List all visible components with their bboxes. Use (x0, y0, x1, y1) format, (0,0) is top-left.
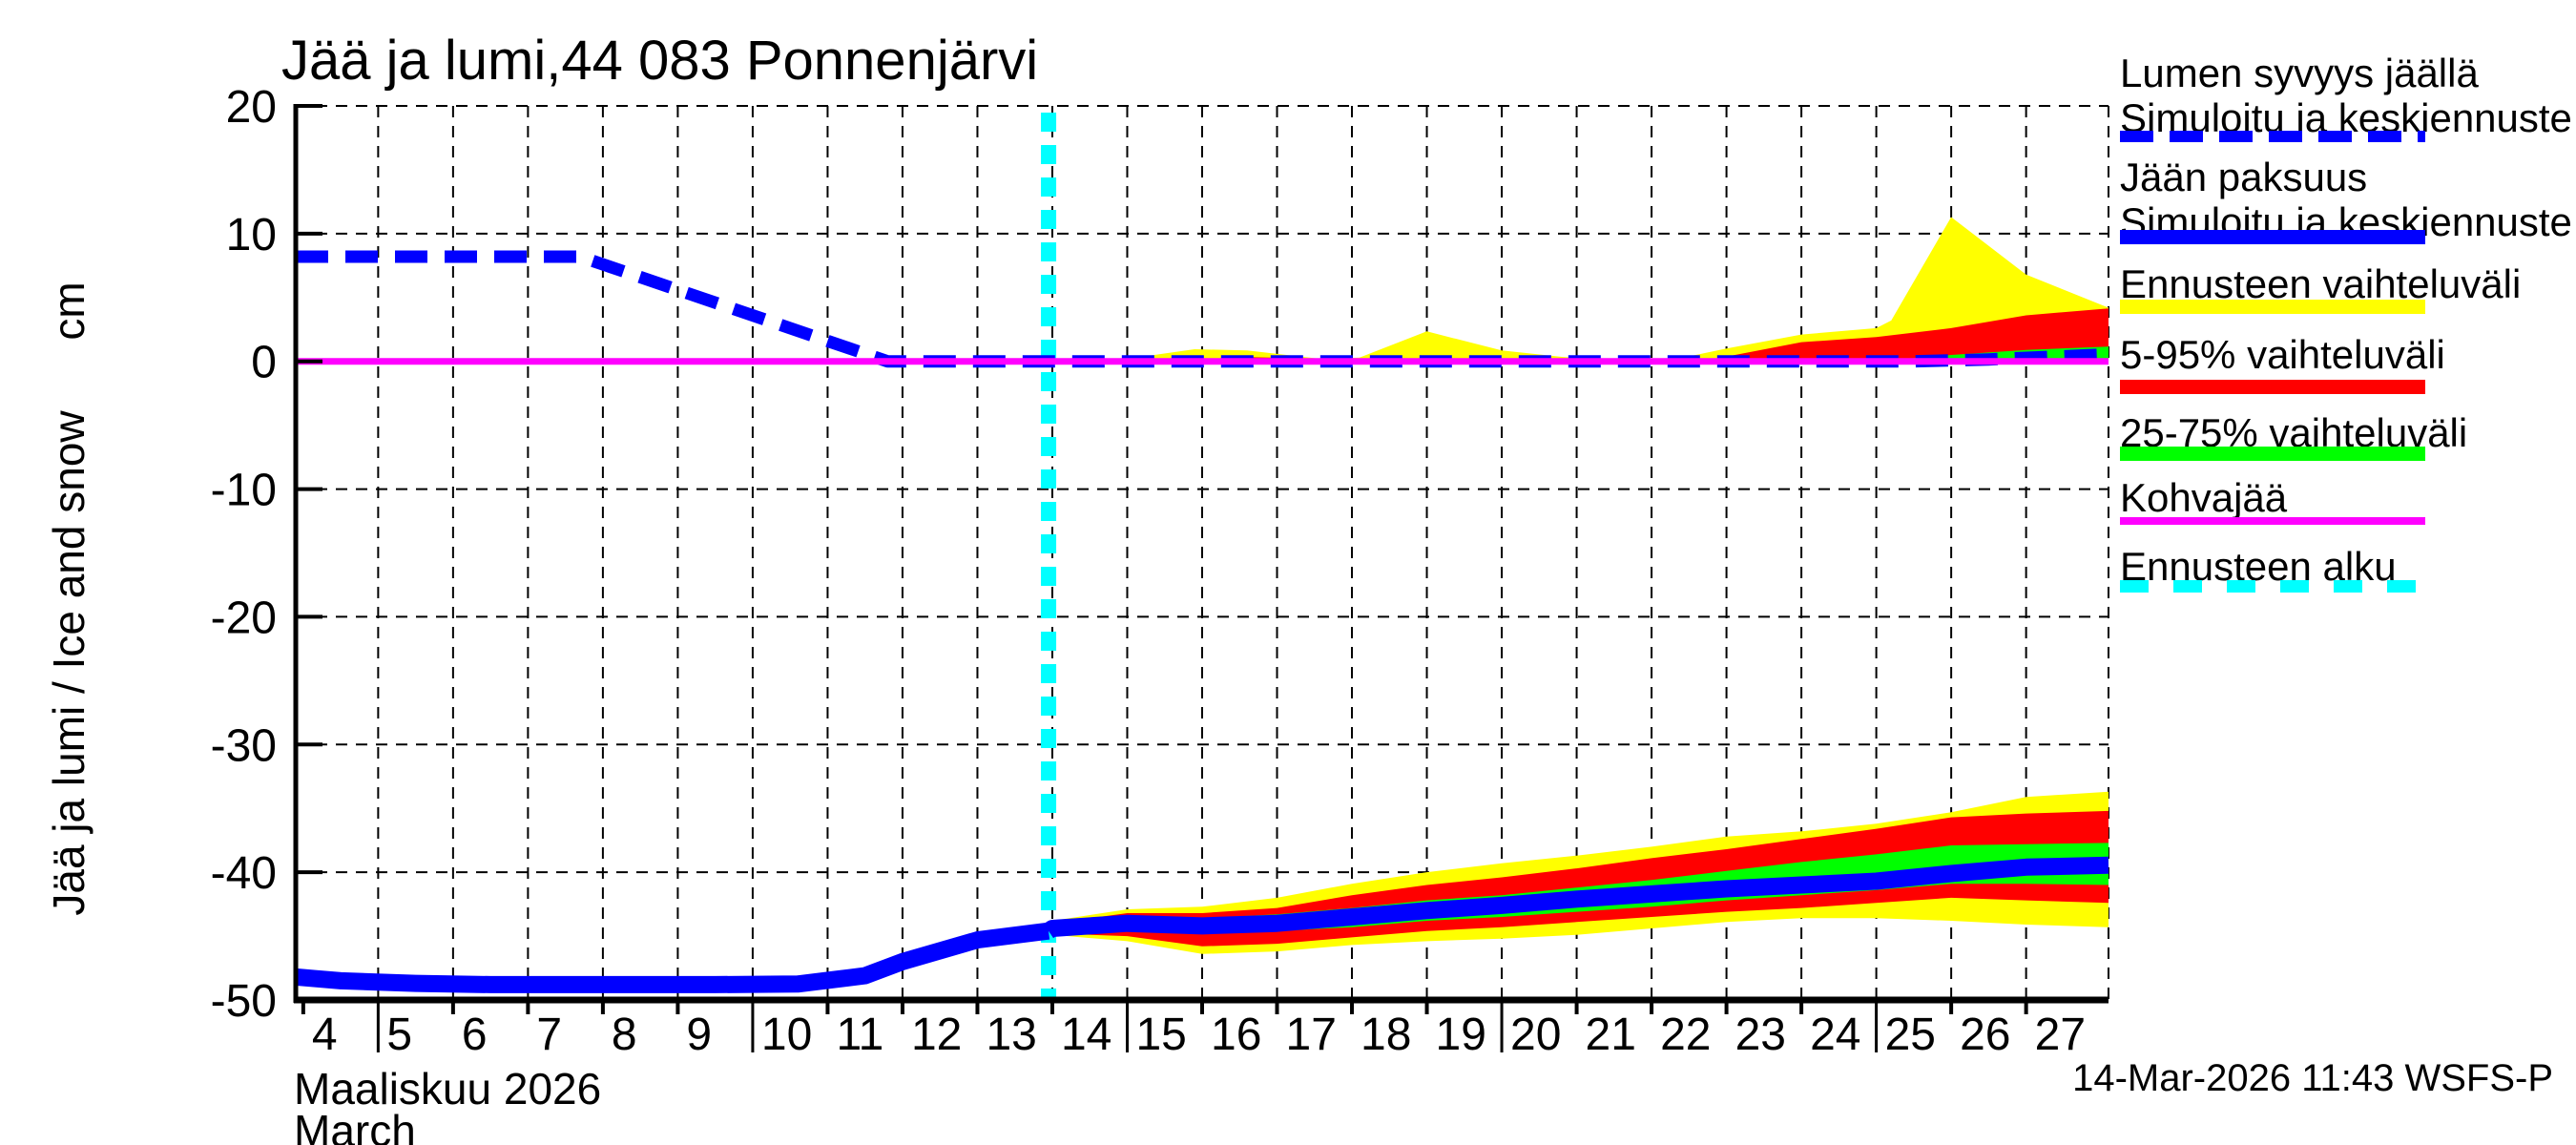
snow-range-5-95-band (1049, 308, 2109, 362)
forecast-bands (1049, 217, 2109, 954)
x-tick-label: 25 (1885, 1010, 1936, 1060)
legend-sample-magenta-line (2120, 517, 2425, 525)
x-tick-label: 11 (836, 1010, 883, 1060)
legend-label: Ennusteen vaihteluväli (2120, 261, 2522, 306)
x-tick-label: 16 (1211, 1010, 1261, 1060)
legend-label: Kohvajää (2120, 475, 2288, 520)
x-tick-label: 26 (1960, 1010, 2010, 1060)
x-tick-label: 14 (1061, 1010, 1111, 1060)
x-tick-label: 4 (312, 1010, 338, 1060)
data-lines (295, 250, 2109, 993)
x-axis-month-label-en: March (294, 1106, 416, 1145)
x-tick-label: 24 (1810, 1010, 1860, 1060)
legend-sample-green-band (2120, 447, 2425, 461)
y-tick-label: 0 (251, 338, 277, 388)
x-ticks: 4 5 6 7 8 9 10 11 12 13 14 15 16 17 18 19 20 21 22 23 24 25 26… (301, 1000, 2086, 1060)
x-tick-label: 15 (1135, 1010, 1186, 1060)
x-tick-label: 17 (1286, 1010, 1337, 1060)
x-tick-label: 23 (1735, 1010, 1786, 1060)
ice-thickness-median-forecast-line (1043, 856, 2109, 939)
x-tick-label: 13 (986, 1010, 1036, 1060)
x-tick-label: 27 (2035, 1010, 2086, 1060)
y-tick-label: -10 (211, 466, 277, 516)
legend-entry-5-95-range: 5-95% vaihteluväli (2120, 332, 2445, 377)
legend-label: 5-95% vaihteluväli (2120, 332, 2445, 377)
y-tick-label: -20 (211, 593, 277, 643)
x-tick-label: 18 (1361, 1010, 1411, 1060)
x-tick-label: 7 (536, 1010, 562, 1060)
y-ticks: 20 10 0 -10 -20 -30 -40 -50 (211, 82, 322, 1027)
y-tick-label: 10 (226, 210, 277, 260)
x-tick-label: 6 (462, 1010, 488, 1060)
x-axis-month-label-fi: Maaliskuu 2026 (294, 1064, 602, 1114)
x-tick-label: 9 (686, 1010, 712, 1060)
x-tick-label: 5 (386, 1010, 412, 1060)
legend-sample-cyan-dashed-line (2120, 580, 2425, 593)
x-tick-label: 8 (612, 1010, 637, 1060)
chart-title: Jää ja lumi,44 083 Ponnenjärvi (281, 30, 1039, 92)
legend-label: Lumen syvyys jäällä (2120, 51, 2479, 95)
y-tick-label: -30 (211, 720, 277, 771)
legend-entry-snow-depth: Lumen syvyys jäällä Simuloitu ja keskien… (2120, 51, 2572, 140)
y-tick-label: -50 (211, 976, 277, 1027)
ice-range-25-75-band (1049, 843, 2109, 933)
x-tick-label: 22 (1660, 1010, 1711, 1060)
ice-thickness-simulated-line (295, 922, 1050, 993)
generated-timestamp: 14-Mar-2026 11:43 WSFS-P (2072, 1057, 2553, 1099)
legend-sample-yellow-band (2120, 300, 2425, 314)
y-tick-label: -40 (211, 848, 277, 899)
x-tick-label: 20 (1510, 1010, 1561, 1060)
x-tick-label: 19 (1436, 1010, 1486, 1060)
legend-sample-red-band (2120, 380, 2425, 394)
legend-sample-dashed-blue-line (2120, 131, 2425, 142)
legend-label: Jään paksuus (2120, 155, 2368, 199)
y-tick-label: 20 (226, 82, 277, 133)
legend-entry-forecast-range: Ennusteen vaihteluväli (2120, 261, 2521, 306)
x-tick-label: 21 (1586, 1010, 1636, 1060)
y-axis-label: Jää ja lumi / Ice and snow (44, 410, 93, 916)
legend-sample-solid-blue-line (2120, 230, 2425, 244)
legend-entry-kohvajaa: Kohvajää (2120, 475, 2287, 520)
x-tick-label: 10 (761, 1010, 812, 1060)
y-axis-unit-label: cm (44, 281, 93, 341)
x-tick-label: 12 (911, 1010, 962, 1060)
